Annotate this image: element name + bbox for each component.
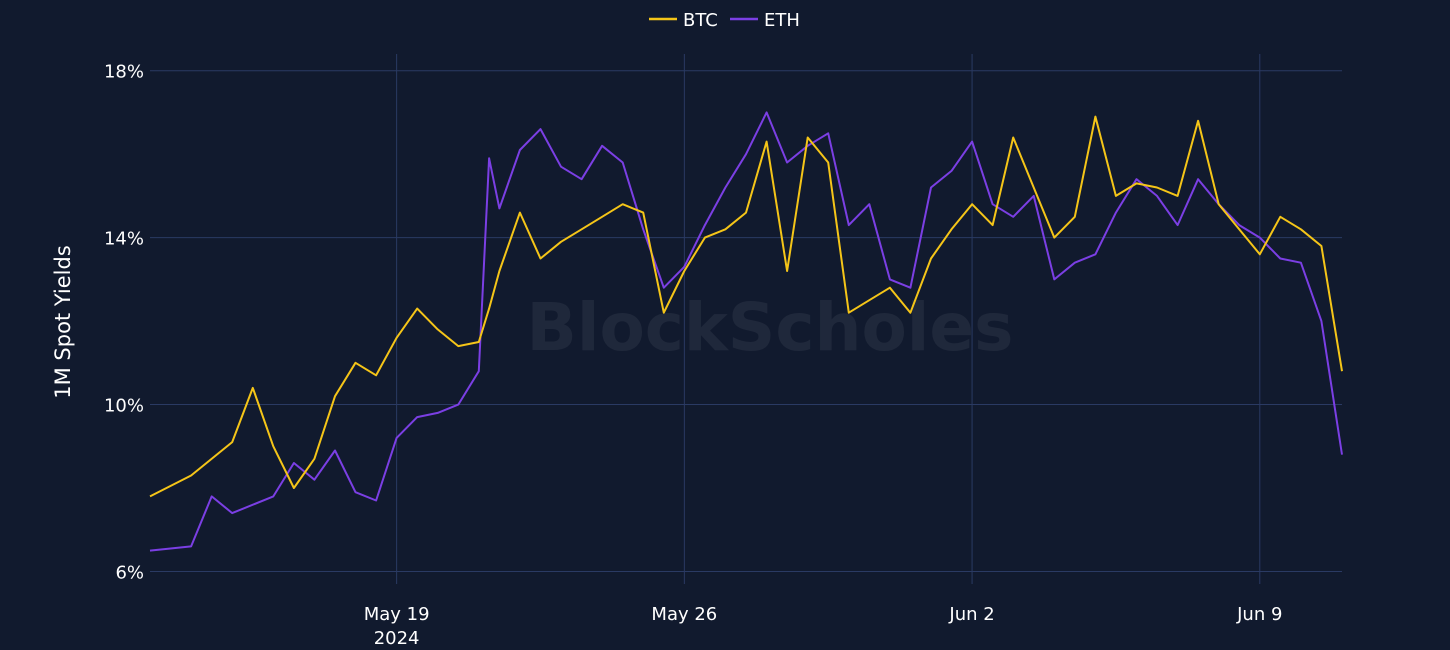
x-tick-label: Jun 9	[1236, 604, 1282, 625]
y-tick-label: 6%	[115, 562, 144, 583]
watermark: BlockScholes	[527, 289, 1014, 366]
x-tick-label: May 19	[364, 604, 430, 625]
legend[interactable]: BTC ETH	[649, 10, 800, 31]
x-tick-sublabel: 2024	[374, 628, 420, 649]
y-tick-label: 10%	[104, 396, 144, 417]
y-tick-label: 18%	[104, 62, 144, 83]
legend-label: BTC	[683, 10, 718, 31]
x-tick-label: May 26	[651, 604, 717, 625]
series-line-eth	[149, 111, 1343, 552]
x-axis-ticks: May 19 2024 May 26 Jun 2 Jun 9	[364, 604, 1283, 649]
series-lines	[149, 111, 1343, 552]
y-axis-title: 1M Spot Yields	[51, 245, 75, 399]
y-axis-ticks: 6% 10% 14% 18%	[104, 62, 144, 584]
legend-item-eth[interactable]: ETH	[730, 10, 800, 31]
y-tick-label: 14%	[104, 229, 144, 250]
x-tick-label: Jun 2	[948, 604, 994, 625]
legend-item-btc[interactable]: BTC	[649, 10, 718, 31]
legend-label: ETH	[764, 10, 800, 31]
series-line-btc	[149, 115, 1343, 498]
